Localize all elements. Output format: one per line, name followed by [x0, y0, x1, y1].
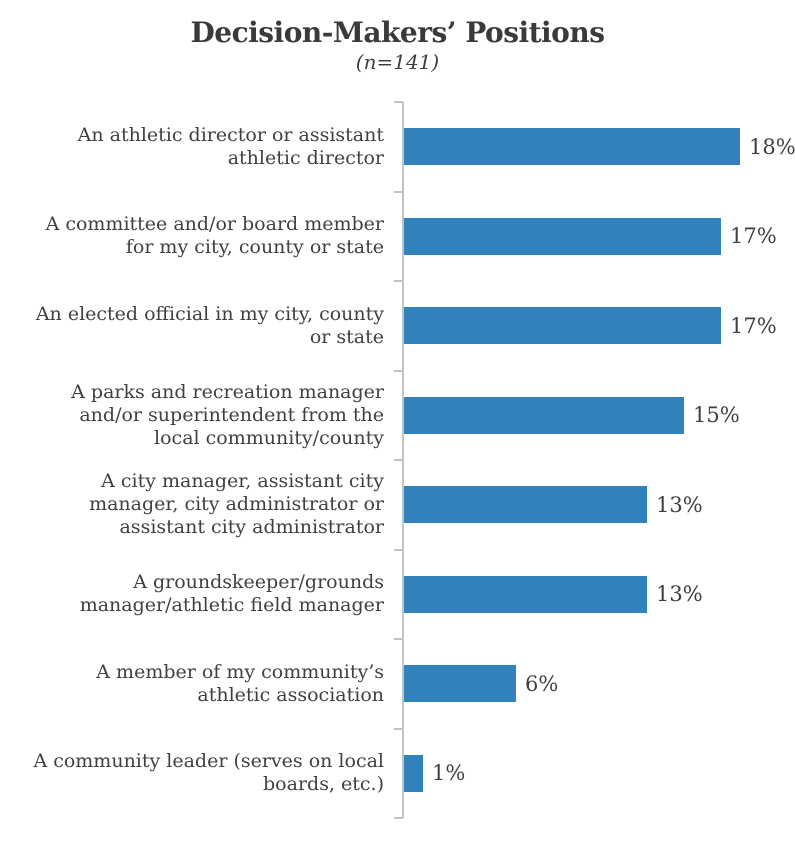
bar: [404, 486, 647, 524]
y-axis-line: [402, 102, 404, 818]
chart-row: An elected official in my city, county o…: [0, 280, 795, 371]
bar-value-label: 13%: [656, 492, 703, 517]
category-label: An elected official in my city, county o…: [35, 302, 384, 348]
bar-value-label: 18%: [749, 134, 795, 159]
bar-cell: 17%: [404, 192, 795, 282]
bar-cell: 13%: [404, 550, 795, 640]
bar-value-label: 6%: [525, 671, 559, 696]
chart-row: A parks and recreation manager and/or su…: [0, 369, 795, 461]
bar: [404, 396, 684, 434]
chart-subtitle: (n=141): [355, 50, 440, 74]
bar-value-label: 13%: [656, 582, 703, 607]
chart-row: A city manager, assistant city manager, …: [0, 459, 795, 550]
bar: [404, 665, 516, 703]
chart-row: An athletic director or assistant athlet…: [0, 101, 795, 192]
bar-cell: 13%: [404, 460, 795, 550]
chart-row: A member of my community’s athletic asso…: [0, 638, 795, 729]
bar: [404, 754, 423, 792]
chart-title: Decision-Makers’ Positions: [190, 16, 605, 49]
axis-tick: [394, 280, 403, 282]
axis-tick: [394, 727, 403, 730]
axis-tick: [394, 638, 403, 640]
bar-cell: 15%: [404, 371, 795, 461]
category-label: A committee and/or board member for my c…: [45, 213, 384, 259]
bar-cell: 18%: [404, 102, 795, 192]
bar-chart: An athletic director or assistant athlet…: [0, 101, 795, 819]
bar-value-label: 17%: [730, 224, 777, 249]
chart-page: Decision-Makers’ Positions (n=141) An at…: [0, 16, 795, 845]
axis-tick: [394, 101, 403, 103]
chart-row: A community leader (serves on local boar…: [0, 727, 795, 819]
axis-tick: [394, 190, 403, 193]
category-label: A community leader (serves on local boar…: [33, 750, 384, 796]
category-label: A city manager, assistant city manager, …: [89, 470, 384, 539]
bar: [404, 307, 721, 345]
bar: [404, 128, 740, 166]
chart-row: A groundskeeper/grounds manager/athletic…: [0, 548, 795, 640]
axis-tick: [394, 548, 403, 551]
bar-cell: 6%: [404, 639, 795, 729]
category-label: A groundskeeper/grounds manager/athletic…: [79, 571, 384, 617]
chart-row: A committee and/or board member for my c…: [0, 190, 795, 282]
bar-value-label: 1%: [432, 761, 466, 786]
category-label: A parks and recreation manager and/or su…: [71, 380, 384, 449]
bar-value-label: 17%: [730, 313, 777, 338]
bar-cell: 1%: [404, 729, 795, 819]
bar: [404, 575, 647, 613]
axis-tick: [394, 459, 403, 461]
chart-rows: An athletic director or assistant athlet…: [0, 101, 795, 819]
bar: [404, 217, 721, 255]
category-label: A member of my community’s athletic asso…: [96, 660, 384, 706]
bar-value-label: 15%: [693, 403, 740, 428]
category-label: An athletic director or assistant athlet…: [77, 123, 384, 169]
bar-cell: 17%: [404, 281, 795, 371]
axis-end-tick: [394, 817, 403, 819]
axis-tick: [394, 369, 403, 372]
